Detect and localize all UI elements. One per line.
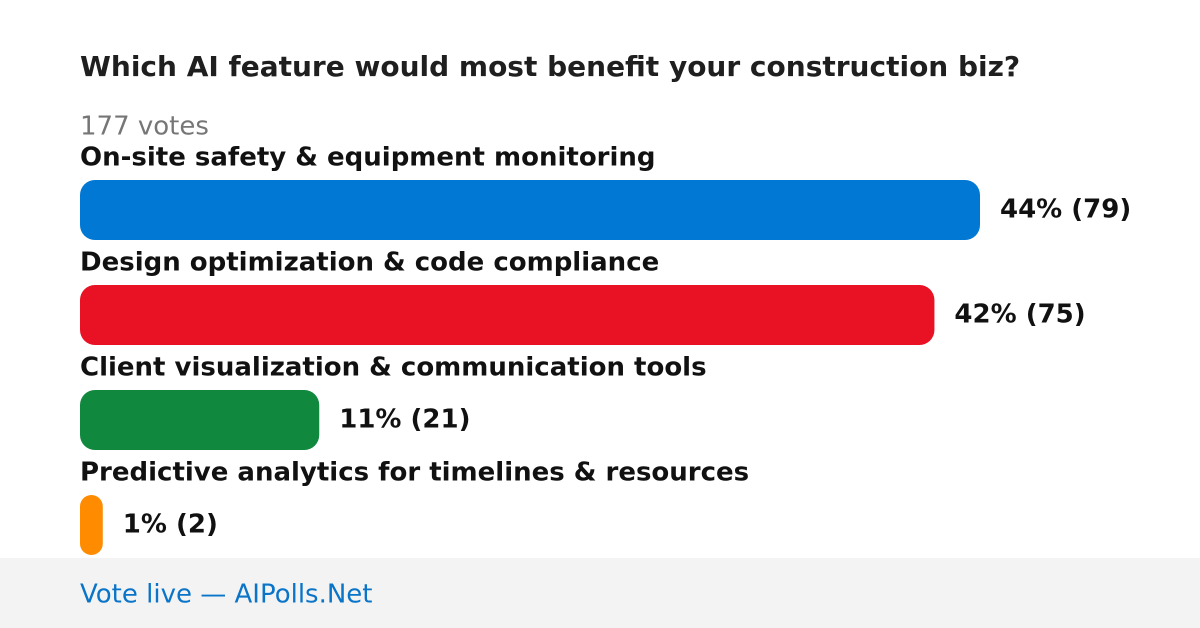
footer-bar bbox=[0, 558, 1200, 628]
option-label: Predictive analytics for timelines & res… bbox=[80, 458, 749, 488]
chart-title: Which AI feature would most benefit your… bbox=[80, 50, 1020, 83]
bar bbox=[80, 495, 103, 555]
vote-count: 177 votes bbox=[80, 112, 209, 142]
option-label: Client visualization & communication too… bbox=[80, 353, 707, 383]
value-label: 11% (21) bbox=[339, 405, 470, 435]
bar bbox=[80, 180, 980, 240]
value-label: 42% (75) bbox=[954, 300, 1085, 330]
option-label: On-site safety & equipment monitoring bbox=[80, 143, 656, 173]
bar bbox=[80, 390, 320, 450]
value-label: 1% (2) bbox=[123, 510, 218, 540]
option-label: Design optimization & code compliance bbox=[80, 248, 659, 278]
value-label: 44% (79) bbox=[1000, 195, 1131, 225]
footer-link[interactable]: Vote live — AIPolls.Net bbox=[80, 580, 373, 610]
bar bbox=[80, 285, 935, 345]
